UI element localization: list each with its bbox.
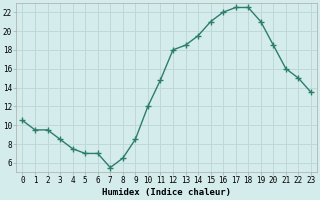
X-axis label: Humidex (Indice chaleur): Humidex (Indice chaleur) [102, 188, 231, 197]
